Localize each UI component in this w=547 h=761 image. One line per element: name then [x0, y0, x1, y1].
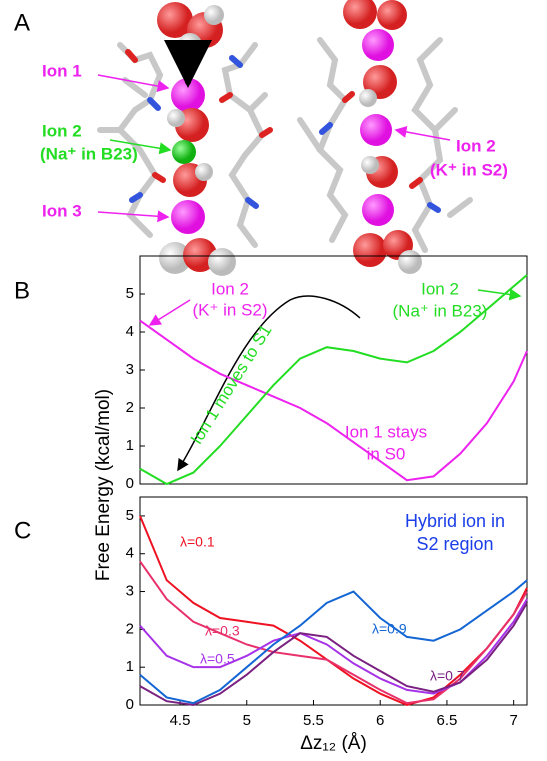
y-tick-label: 3	[126, 583, 134, 600]
y-tick-label: 5	[126, 285, 134, 302]
chart-title: Hybrid ion in	[405, 511, 505, 531]
series-line	[140, 321, 527, 481]
y-tick-label: 2	[126, 620, 134, 637]
annotation: Ion 2	[456, 136, 496, 155]
x-tick-label: 4.5	[170, 712, 191, 729]
chart-title: S2 region	[416, 534, 493, 554]
annotation: Ion 2	[42, 121, 82, 140]
y-tick-label: 4	[126, 323, 134, 340]
panel-label: B	[14, 277, 30, 304]
y-tick-label: 4	[126, 545, 134, 562]
y-tick-label: 0	[126, 475, 134, 492]
series-label: λ=0.3	[205, 623, 240, 639]
annotation: (Na⁺ in B23)	[393, 301, 488, 320]
series-label: λ=0.5	[200, 651, 235, 667]
series-label: λ=0.1	[180, 534, 215, 550]
y-tick-label: 1	[126, 658, 134, 675]
annotation: Ion 1 moves to S1	[187, 321, 276, 447]
panel-label: A	[14, 9, 30, 36]
annotation: Ion 2	[421, 279, 459, 298]
y-tick-label: 0	[126, 696, 134, 713]
series-label: λ=0.9	[372, 621, 407, 637]
annotation: Ion 1 stays	[345, 422, 427, 441]
x-axis-label: Δz₁₂ (Å)	[300, 733, 367, 754]
series-line	[140, 599, 527, 694]
x-tick-label: 5.5	[303, 712, 324, 729]
plot-frame	[140, 256, 527, 484]
x-tick-label: 6	[376, 712, 384, 729]
annotation: (K⁺ in S2)	[430, 160, 508, 179]
y-tick-label: 3	[126, 361, 134, 378]
y-tick-label: 2	[126, 399, 134, 416]
y-tick-label: 5	[126, 507, 134, 524]
series-line	[140, 561, 527, 703]
y-axis-label: Free Energy (kcal/mol)	[93, 389, 114, 581]
series-line	[140, 603, 527, 705]
annotation: Ion 3	[42, 201, 82, 220]
series-label: λ=0.7	[430, 668, 465, 684]
y-tick-label: 1	[126, 437, 134, 454]
panel-label: C	[14, 517, 31, 544]
annotation: Ion 1	[42, 61, 82, 80]
x-tick-label: 6.5	[437, 712, 458, 729]
annotation: Ion 2	[211, 279, 249, 298]
figure: A Ion 1 Ion 2 (Na⁺ in B23) Ion 3 Ion 2 (K⁺ in …	[0, 0, 547, 761]
x-tick-label: 7	[509, 712, 517, 729]
annotation: (Na⁺ in B23)	[40, 144, 138, 163]
molecular-structure	[100, 0, 470, 276]
annotation: in S0	[367, 444, 406, 463]
x-tick-label: 5	[243, 712, 251, 729]
annotation: (K⁺ in S2)	[192, 300, 267, 319]
